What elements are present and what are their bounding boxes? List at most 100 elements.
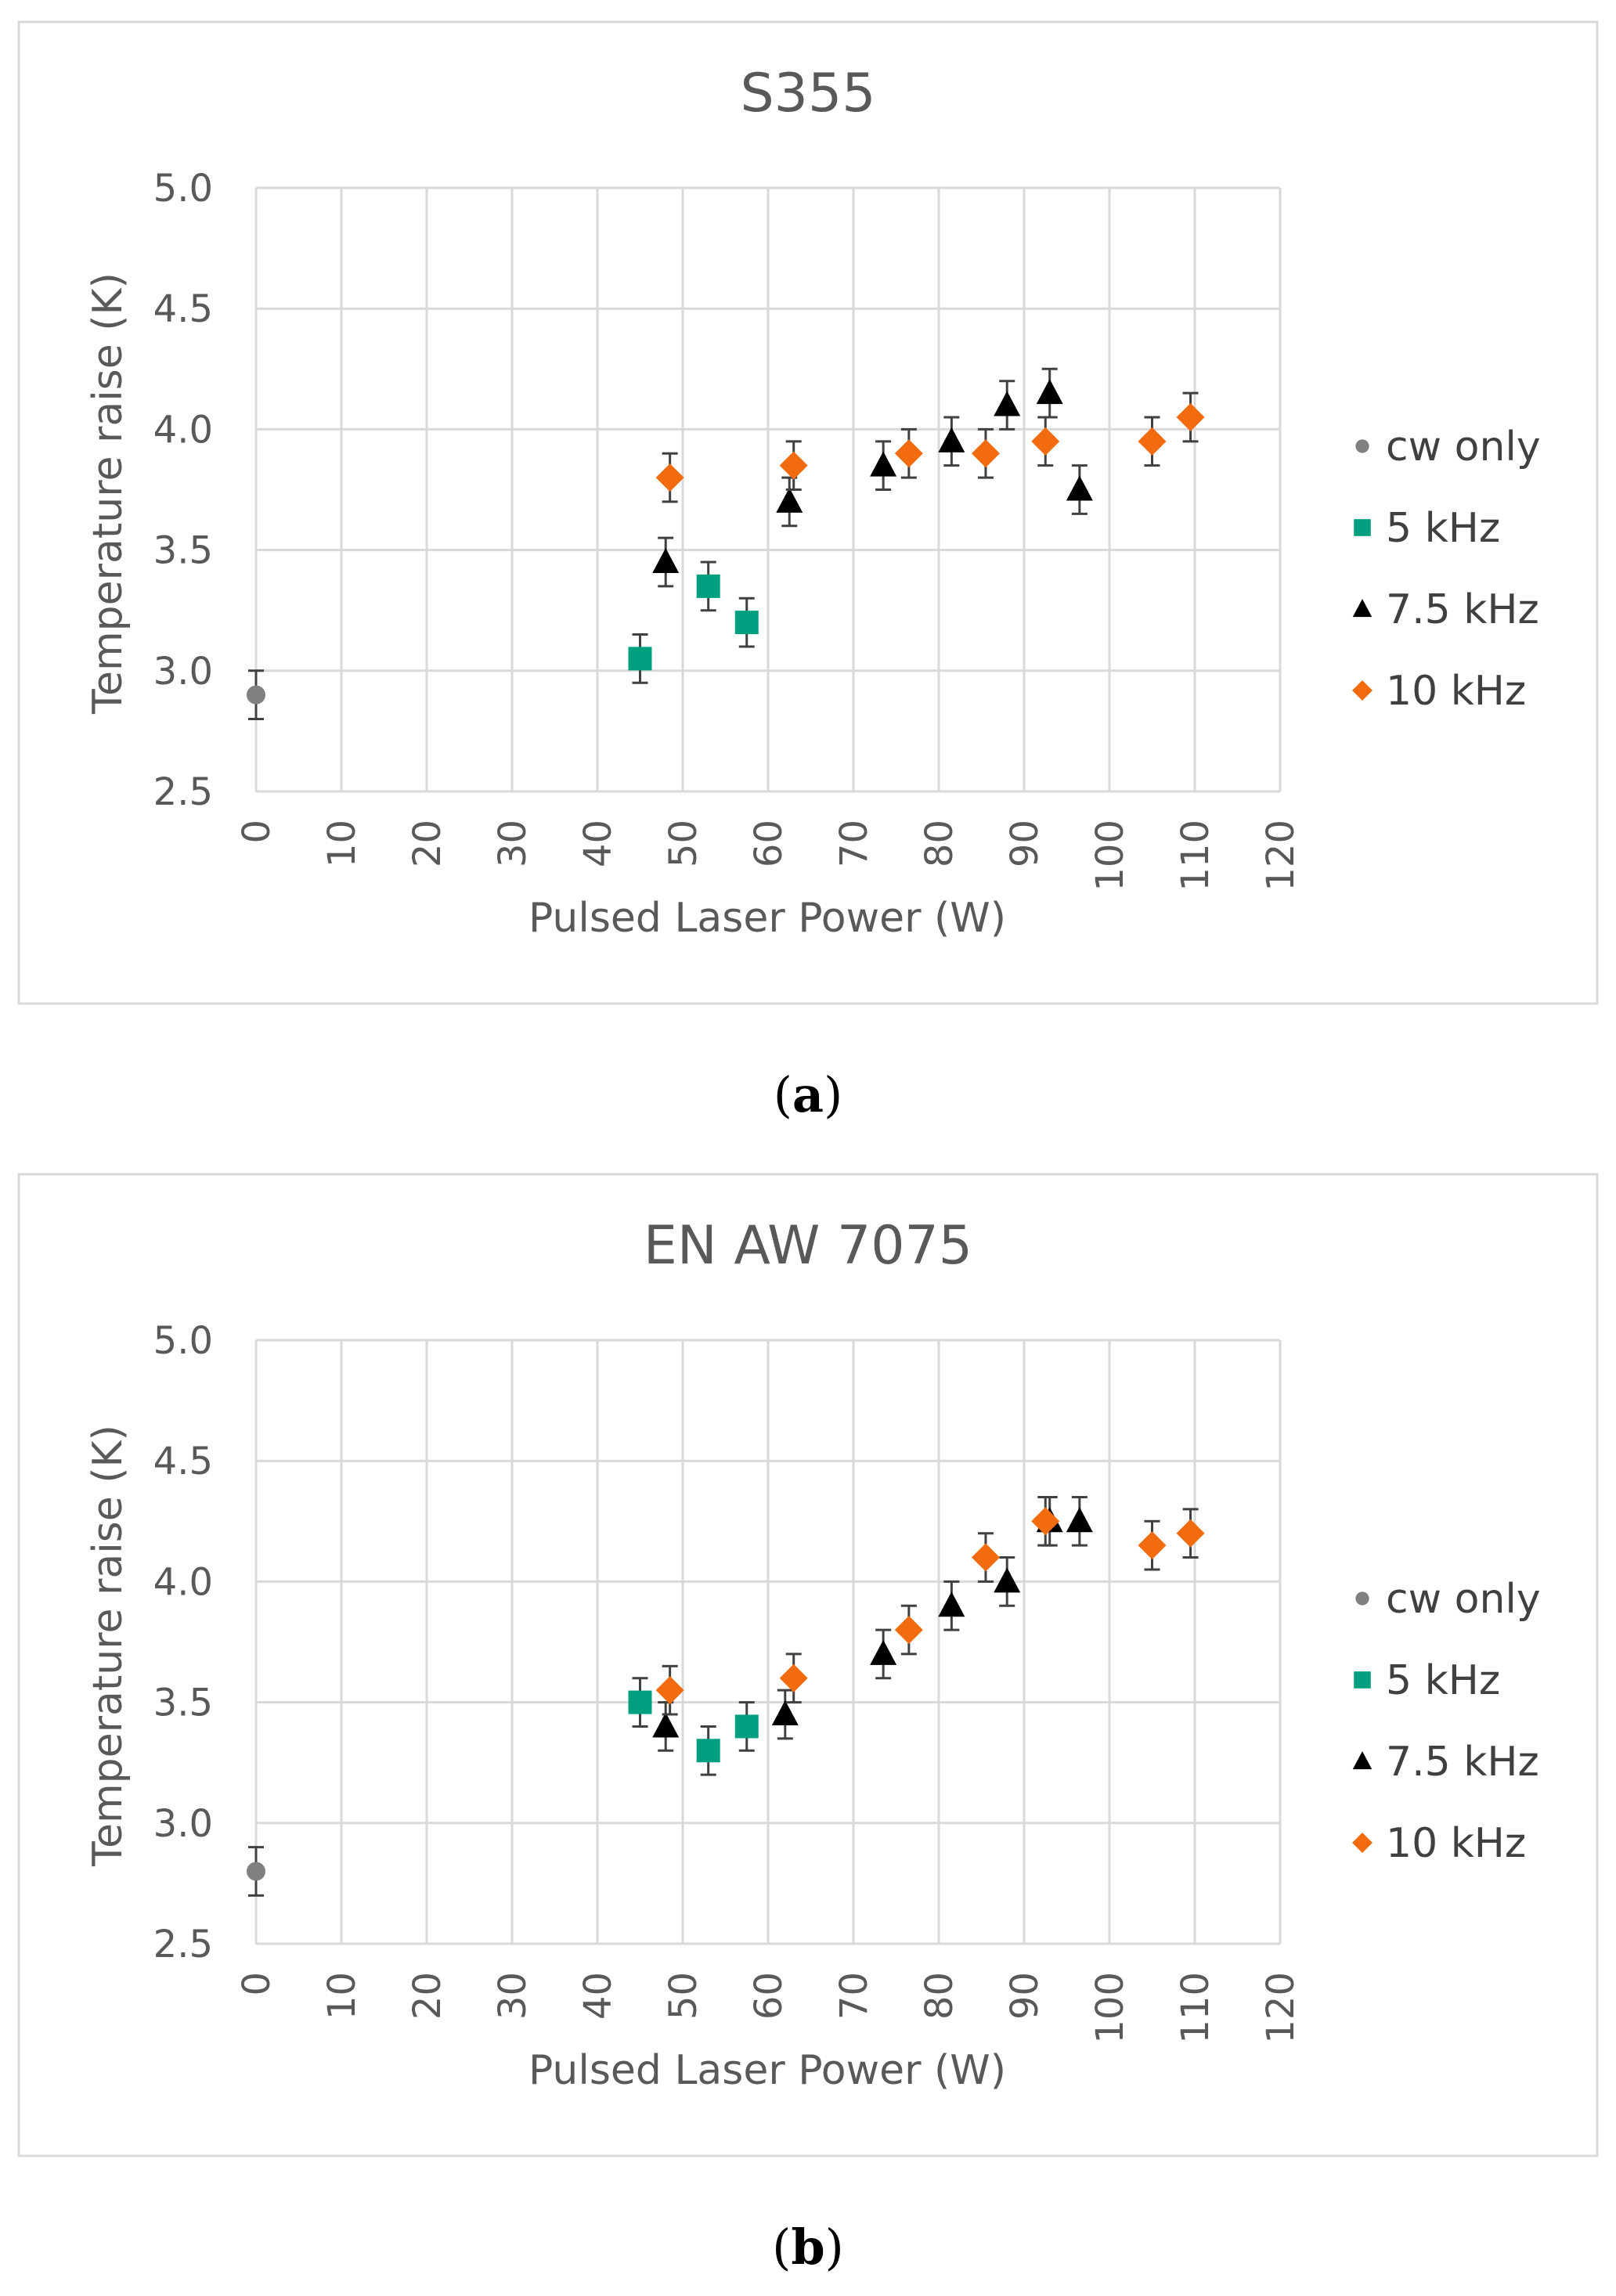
x-tick-label: 90: [1003, 1972, 1047, 2020]
legend-item-5-khz: 5 kHz: [1354, 505, 1500, 552]
data-point-cw-only: [247, 685, 265, 705]
x-tick-label: 10: [320, 820, 364, 867]
x-tick-label: 40: [576, 1972, 620, 2020]
legend-marker-cw-only: [1355, 439, 1369, 453]
caption-b-letter: b: [791, 2219, 824, 2276]
legend-label: 5 kHz: [1386, 1657, 1500, 1704]
x-tick-label: 40: [576, 820, 620, 867]
x-tick-label: 80: [918, 820, 961, 867]
legend-marker-5-khz: [1354, 519, 1371, 536]
x-axis-label: Pulsed Laser Power (W): [528, 2047, 1006, 2094]
y-axis-label: Temperature raise (K): [85, 1425, 132, 1867]
x-tick-label: 30: [491, 820, 535, 867]
x-tick-label: 80: [918, 1972, 961, 2020]
data-point-7-5-khz: [652, 548, 680, 574]
chart-panel-a: S355 0 10 20 30 40 50 60 70 80 90 100 110 120 2.5 3.0 3…: [17, 20, 1599, 1005]
x-tick-label: 20: [406, 1972, 449, 2020]
x-tick-label: 0: [235, 1972, 279, 1996]
x-tick-label: 120: [1259, 1972, 1303, 2044]
legend-item-7-5-khz: 7.5 kHz: [1352, 1739, 1539, 1786]
legend-marker-10-khz: [1352, 680, 1373, 701]
chart-title: S355: [741, 63, 876, 124]
data-point-5-khz: [696, 1739, 720, 1763]
x-tick-label: 110: [1174, 1972, 1217, 2044]
x-tick-label: 70: [832, 1972, 876, 2020]
x-tick-label: 60: [747, 1972, 791, 2020]
caption-a-letter: a: [792, 1066, 824, 1123]
chart-title: EN AW 7075: [644, 1215, 972, 1277]
data-point-10-khz: [779, 451, 808, 480]
legend-label: 10 kHz: [1386, 1820, 1526, 1867]
legend-marker-5-khz: [1354, 1671, 1371, 1689]
data-point-7-5-khz: [994, 391, 1021, 416]
x-tick-label: 110: [1174, 820, 1217, 892]
y-tick-label: 3.0: [153, 650, 213, 694]
data-point-10-khz: [1031, 1507, 1060, 1536]
x-tick-label: 120: [1259, 820, 1303, 892]
data-point-5-khz: [696, 574, 720, 598]
y-tick-label: 4.0: [153, 1560, 213, 1604]
legend-marker-10-khz: [1352, 1833, 1373, 1853]
data-point-7-5-khz: [938, 1591, 965, 1617]
x-tick-label: 30: [491, 1972, 535, 2020]
plot-area: 0 10 20 30 40 50 60 70 80 90 100 110 120 2.5 3.0 3.5 4.0…: [153, 167, 1303, 892]
y-axis-label: Temperature raise (K): [85, 272, 132, 715]
data-point-5-khz: [628, 1690, 652, 1714]
x-tick-label: 50: [662, 1972, 705, 2020]
data-point-7-5-khz: [1036, 379, 1063, 405]
chart-panel-b: EN AW 7075 0 10 20 30 40 50 60 70 80 90 100 110 120 2…: [17, 1173, 1599, 2157]
data-point-5-khz: [628, 647, 652, 671]
y-tick-label: 4.5: [153, 1440, 213, 1483]
legend-item-cw-only: cw only: [1355, 424, 1541, 470]
data-point-10-khz: [655, 1676, 684, 1705]
y-tick-label: 3.5: [153, 529, 213, 573]
legend-label: 7.5 kHz: [1386, 586, 1539, 633]
x-tick-label: 70: [832, 820, 876, 867]
legend-label: 10 kHz: [1386, 668, 1526, 715]
legend-label: 5 kHz: [1386, 505, 1500, 552]
y-tick-label: 5.0: [153, 167, 213, 211]
data-point-7-5-khz: [1066, 1507, 1093, 1533]
data-point-7-5-khz: [771, 1700, 799, 1726]
data-point-7-5-khz: [1066, 475, 1093, 501]
legend-marker-cw-only: [1355, 1591, 1369, 1606]
y-tick-label: 3.0: [153, 1802, 213, 1846]
legend-marker-7-5-khz: [1352, 599, 1373, 618]
data-point-7-5-khz: [870, 1639, 897, 1665]
chart-frame: [17, 1173, 1599, 2157]
data-point-10-khz: [655, 463, 684, 492]
data-point-7-5-khz: [938, 427, 965, 452]
x-tick-label: 50: [662, 820, 705, 867]
legend-item-10-khz: 10 kHz: [1352, 1820, 1526, 1867]
data-point-5-khz: [734, 611, 759, 635]
data-point-10-khz: [1138, 1531, 1167, 1560]
data-point-7-5-khz: [870, 451, 897, 477]
y-tick-label: 4.0: [153, 408, 213, 452]
x-tick-label: 10: [320, 1972, 364, 2020]
chart-frame: [17, 20, 1599, 1005]
legend-item-10-khz: 10 kHz: [1352, 668, 1526, 715]
data-point-10-khz: [1176, 1519, 1205, 1548]
data-point-10-khz: [1031, 427, 1060, 456]
data-point-10-khz: [894, 439, 923, 468]
x-tick-label: 90: [1003, 820, 1047, 867]
y-tick-label: 5.0: [153, 1319, 213, 1363]
y-tick-label: 3.5: [153, 1681, 213, 1725]
data-point-10-khz: [779, 1663, 808, 1692]
x-axis-label: Pulsed Laser Power (W): [528, 895, 1006, 942]
legend: cw only 5 kHz 7.5 kHz 10 kHz: [1352, 1576, 1541, 1867]
data-point-5-khz: [734, 1714, 759, 1739]
legend-item-cw-only: cw only: [1355, 1576, 1541, 1623]
data-point-10-khz: [1176, 402, 1205, 431]
x-tick-label: 100: [1088, 1972, 1132, 2044]
legend-label: cw only: [1386, 424, 1541, 470]
data-point-10-khz: [894, 1616, 923, 1645]
y-tick-label: 2.5: [153, 770, 213, 814]
data-point-7-5-khz: [776, 487, 803, 513]
legend-label: 7.5 kHz: [1386, 1739, 1539, 1786]
data-point-10-khz: [971, 439, 1000, 468]
data-point-7-5-khz: [652, 1712, 680, 1738]
data-point-10-khz: [971, 1543, 1000, 1572]
legend-marker-7-5-khz: [1352, 1751, 1373, 1770]
